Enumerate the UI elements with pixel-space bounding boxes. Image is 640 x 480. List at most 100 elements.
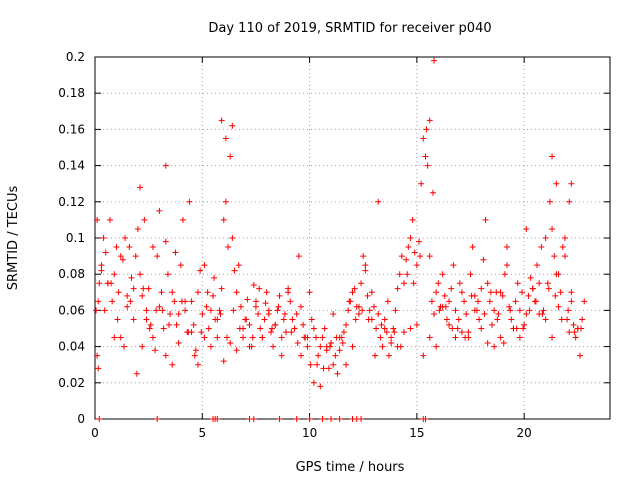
data-point xyxy=(461,298,468,305)
x-tick-label: 0 xyxy=(91,426,99,440)
data-point xyxy=(520,325,527,332)
data-point xyxy=(397,343,404,350)
data-point xyxy=(267,329,274,336)
data-point xyxy=(240,334,247,341)
data-point xyxy=(360,253,367,260)
data-point xyxy=(368,289,375,296)
data-point xyxy=(117,334,124,341)
data-point xyxy=(233,347,240,354)
data-point xyxy=(225,244,232,251)
data-point xyxy=(355,303,362,310)
data-point xyxy=(321,325,328,332)
data-point xyxy=(287,298,294,305)
x-tick-label: 10 xyxy=(302,426,317,440)
data-point xyxy=(388,334,395,341)
y-tick-label: 0.14 xyxy=(58,159,85,173)
data-point xyxy=(480,256,487,263)
data-point xyxy=(95,298,102,305)
data-point xyxy=(317,383,324,390)
data-point xyxy=(307,361,314,368)
data-point xyxy=(139,343,146,350)
data-point xyxy=(220,358,227,365)
data-point xyxy=(137,271,144,278)
data-point xyxy=(557,289,564,296)
data-point xyxy=(570,321,577,328)
data-point xyxy=(186,198,193,205)
data-point xyxy=(423,126,430,133)
data-point xyxy=(143,307,150,314)
data-point xyxy=(433,343,440,350)
data-point xyxy=(236,325,243,332)
data-point xyxy=(281,311,288,318)
data-point xyxy=(420,352,427,359)
data-point xyxy=(216,307,223,314)
axis-ticks: 0 0.02 0.04 0.06 0.08 0.1 0.12 0.14 0.16 0.18 0.2 0… xyxy=(58,50,610,440)
y-tick-label: 0.02 xyxy=(58,376,85,390)
data-point xyxy=(428,298,435,305)
data-point xyxy=(98,262,105,269)
data-point xyxy=(137,184,144,191)
data-point xyxy=(162,352,169,359)
data-point xyxy=(411,249,418,256)
data-point xyxy=(504,244,510,251)
data-point xyxy=(343,361,350,368)
data-point xyxy=(276,292,283,299)
data-point xyxy=(431,311,438,318)
data-point xyxy=(413,262,420,269)
data-point xyxy=(545,285,552,292)
data-point xyxy=(133,370,140,377)
data-point xyxy=(564,316,571,323)
data-point xyxy=(448,285,455,292)
gridlines xyxy=(95,57,610,419)
data-point xyxy=(156,303,163,310)
data-point xyxy=(288,329,295,336)
data-point xyxy=(422,153,429,160)
data-point xyxy=(147,321,154,328)
y-tick-label: 0.18 xyxy=(58,86,85,100)
data-point xyxy=(145,285,152,292)
x-axis-label: GPS time / hours xyxy=(296,460,405,475)
data-point xyxy=(462,334,469,341)
data-point xyxy=(501,271,508,278)
data-point xyxy=(456,280,463,287)
data-point xyxy=(504,262,510,269)
data-point xyxy=(549,334,556,341)
data-point xyxy=(581,298,588,305)
data-point xyxy=(424,162,431,169)
data-point xyxy=(94,352,101,359)
data-point xyxy=(452,334,459,341)
data-point xyxy=(401,280,407,287)
data-point xyxy=(222,198,229,205)
data-point xyxy=(252,303,259,310)
data-point xyxy=(263,289,270,296)
data-point xyxy=(270,343,277,350)
data-point xyxy=(320,365,327,372)
data-point xyxy=(365,316,372,323)
data-point xyxy=(433,289,440,296)
data-point xyxy=(230,307,237,314)
data-point xyxy=(484,280,491,287)
data-point xyxy=(134,225,141,232)
data-point xyxy=(566,198,573,205)
data-point xyxy=(295,253,302,260)
data-point xyxy=(244,296,251,303)
data-point xyxy=(211,274,218,281)
data-point xyxy=(127,298,134,305)
data-point xyxy=(261,316,268,323)
data-point xyxy=(256,285,263,292)
data-point xyxy=(422,416,429,422)
x-tick-label: 5 xyxy=(198,426,206,440)
data-point xyxy=(185,329,192,336)
data-point xyxy=(538,244,545,251)
data-point xyxy=(207,343,214,350)
data-point xyxy=(178,298,185,305)
data-point xyxy=(201,262,208,269)
data-point xyxy=(375,311,382,318)
data-point xyxy=(467,271,474,278)
data-point xyxy=(94,216,101,223)
data-point xyxy=(291,325,298,332)
data-point xyxy=(413,321,420,328)
data-point xyxy=(141,216,148,223)
data-point xyxy=(334,370,341,377)
data-point xyxy=(372,352,379,359)
